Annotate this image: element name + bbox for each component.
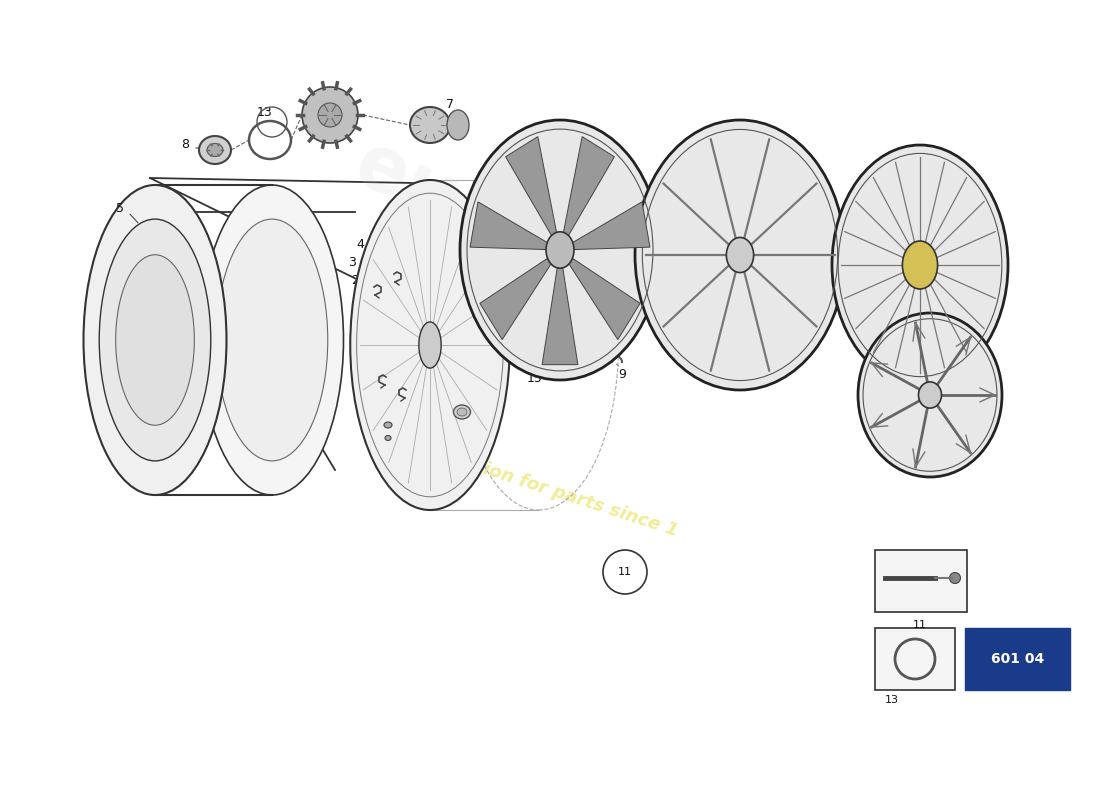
Text: 13: 13 bbox=[886, 695, 899, 705]
Text: 12: 12 bbox=[430, 422, 446, 434]
Text: a passion for parts since 1: a passion for parts since 1 bbox=[419, 440, 681, 540]
FancyBboxPatch shape bbox=[874, 628, 955, 690]
Ellipse shape bbox=[460, 120, 660, 380]
Text: 9: 9 bbox=[551, 291, 559, 305]
Circle shape bbox=[302, 87, 358, 143]
Bar bbox=[365, 265, 483, 430]
Text: 5: 5 bbox=[116, 202, 124, 214]
Text: 3: 3 bbox=[348, 255, 356, 269]
Text: 3: 3 bbox=[368, 403, 376, 417]
Text: 11: 11 bbox=[618, 567, 632, 577]
Ellipse shape bbox=[902, 241, 937, 289]
Text: 2: 2 bbox=[371, 422, 378, 434]
Text: 9: 9 bbox=[618, 369, 626, 382]
Text: 10: 10 bbox=[960, 362, 976, 374]
Ellipse shape bbox=[858, 313, 1002, 477]
Ellipse shape bbox=[410, 107, 450, 143]
Polygon shape bbox=[563, 137, 615, 238]
Ellipse shape bbox=[453, 405, 471, 419]
Polygon shape bbox=[506, 137, 557, 238]
Polygon shape bbox=[470, 202, 549, 250]
Text: europarts: europarts bbox=[343, 127, 757, 373]
Text: 1: 1 bbox=[858, 386, 866, 398]
Ellipse shape bbox=[384, 422, 392, 428]
Text: 13: 13 bbox=[257, 106, 273, 118]
Ellipse shape bbox=[447, 110, 469, 140]
Polygon shape bbox=[571, 202, 650, 250]
Ellipse shape bbox=[207, 143, 223, 157]
Ellipse shape bbox=[456, 408, 468, 416]
Ellipse shape bbox=[546, 232, 574, 268]
Text: 2: 2 bbox=[351, 274, 359, 286]
Ellipse shape bbox=[199, 136, 231, 164]
Text: 14: 14 bbox=[730, 371, 746, 385]
Ellipse shape bbox=[99, 219, 211, 461]
Ellipse shape bbox=[217, 219, 328, 461]
Text: 4: 4 bbox=[356, 238, 364, 251]
Ellipse shape bbox=[385, 435, 390, 441]
Ellipse shape bbox=[832, 145, 1008, 385]
Text: 7: 7 bbox=[446, 98, 454, 111]
Ellipse shape bbox=[116, 254, 195, 426]
Text: 4: 4 bbox=[381, 389, 389, 402]
Text: 11: 11 bbox=[913, 620, 927, 630]
Circle shape bbox=[318, 103, 342, 127]
Ellipse shape bbox=[635, 120, 845, 390]
Text: 6: 6 bbox=[321, 86, 329, 98]
FancyBboxPatch shape bbox=[874, 550, 967, 612]
Ellipse shape bbox=[726, 238, 754, 273]
Polygon shape bbox=[568, 257, 640, 340]
Ellipse shape bbox=[84, 185, 227, 495]
Text: 8: 8 bbox=[182, 138, 189, 151]
Ellipse shape bbox=[419, 322, 441, 368]
Polygon shape bbox=[480, 257, 552, 340]
Text: 15: 15 bbox=[527, 371, 543, 385]
Ellipse shape bbox=[200, 185, 343, 495]
FancyBboxPatch shape bbox=[965, 628, 1070, 690]
Circle shape bbox=[949, 573, 960, 583]
Text: 601 04: 601 04 bbox=[991, 652, 1045, 666]
Ellipse shape bbox=[350, 180, 509, 510]
Ellipse shape bbox=[918, 382, 942, 408]
Polygon shape bbox=[542, 266, 578, 365]
